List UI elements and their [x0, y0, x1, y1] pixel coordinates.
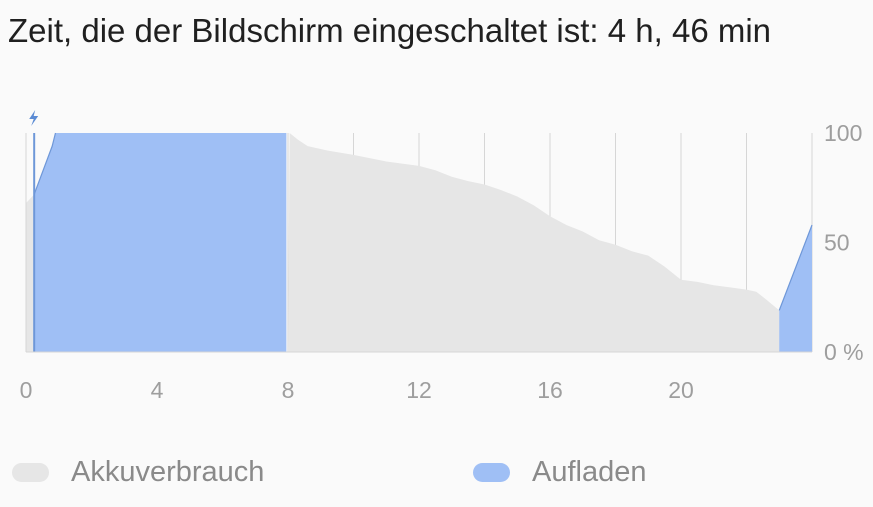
- y-tick-label: 0 %: [824, 339, 864, 365]
- chart-areas: [26, 132, 813, 352]
- series-area-akkuverbrauch: [26, 133, 781, 352]
- legend-label-charging: Aufladen: [532, 455, 647, 488]
- y-tick-label: 100: [824, 120, 862, 146]
- x-tick-label: 0: [20, 377, 33, 403]
- legend-swatch-charging: [473, 462, 510, 482]
- legend-item-usage: Akkuverbrauch: [12, 452, 264, 492]
- series-edge-aufladen: [33, 132, 57, 195]
- battery-usage-chart: 0 4 8 12 16 20 0 % 50 100: [20, 110, 864, 403]
- x-tick-label: 12: [406, 377, 432, 403]
- series-area-aufladen: [34, 133, 287, 352]
- y-tick-label: 50: [824, 230, 850, 256]
- charging-bolt-icon: [29, 110, 39, 126]
- legend-item-charging: Aufladen: [473, 452, 647, 492]
- legend-swatch-usage: [12, 462, 49, 482]
- series-area-aufladen: [779, 224, 812, 352]
- chart-icons: [29, 110, 39, 126]
- x-tick-label: 16: [537, 377, 563, 403]
- screen-on-time-title: Zeit, die der Bildschirm eingeschaltet i…: [8, 12, 772, 49]
- legend-label-usage: Akkuverbrauch: [71, 455, 265, 488]
- x-tick-label: 8: [282, 377, 295, 403]
- series-edge-aufladen: [778, 224, 813, 311]
- x-tick-label: 20: [668, 377, 694, 403]
- chart-axes: 0 4 8 12 16 20 0 % 50 100: [20, 120, 864, 403]
- x-tick-label: 4: [151, 377, 164, 403]
